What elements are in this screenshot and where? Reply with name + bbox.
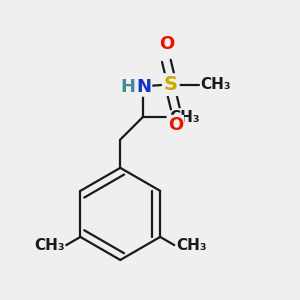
Text: N: N	[136, 78, 151, 96]
Text: CH₃: CH₃	[34, 238, 65, 253]
Text: CH₃: CH₃	[200, 77, 231, 92]
Text: O: O	[159, 35, 174, 53]
Text: H: H	[120, 78, 135, 96]
Text: CH₃: CH₃	[169, 110, 200, 125]
Text: CH₃: CH₃	[176, 238, 206, 253]
Text: S: S	[164, 75, 178, 94]
Text: O: O	[168, 116, 183, 134]
